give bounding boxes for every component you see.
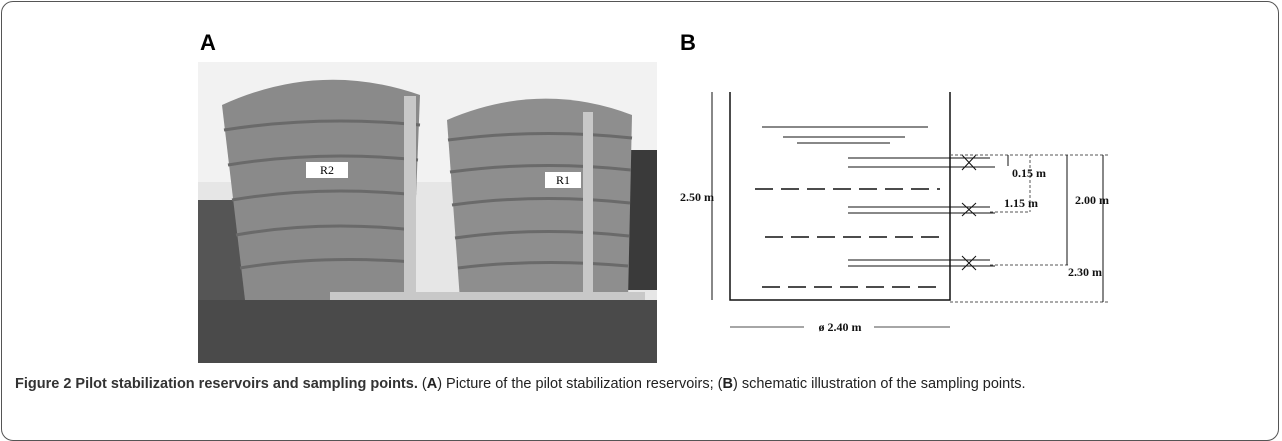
figure: A B R2 R1 (198, 30, 1110, 363)
caption: Figure 2 Pilot stabilization reservoirs … (15, 372, 1265, 396)
caption-title: Figure 2 Pilot stabilization reservoirs … (15, 376, 418, 392)
panel-label: A (200, 30, 216, 55)
photo: R2 R1 (198, 62, 657, 363)
dimension-label: 2.00 m (1075, 193, 1109, 207)
dimension-label: ø 2.40 m (819, 320, 862, 334)
caption-text: ) schematic illustration of the sampling… (732, 376, 1026, 392)
dimension-label: 1.15 m (1004, 196, 1038, 210)
dimension-label: 2.30 m (1068, 265, 1102, 279)
caption-text: ) Picture of the pilot stabilization res… (437, 376, 723, 392)
caption-text: ( (417, 376, 427, 392)
tank-label: R1 (556, 173, 570, 187)
caption-text: B (722, 376, 733, 392)
caption-text: A (426, 376, 438, 392)
panel-label: B (680, 30, 696, 55)
schematic (711, 92, 1110, 328)
tank-label: R2 (320, 163, 334, 177)
dimension-label: 0.15 m (1012, 166, 1046, 180)
dimension-label: 2.50 m (680, 190, 714, 204)
